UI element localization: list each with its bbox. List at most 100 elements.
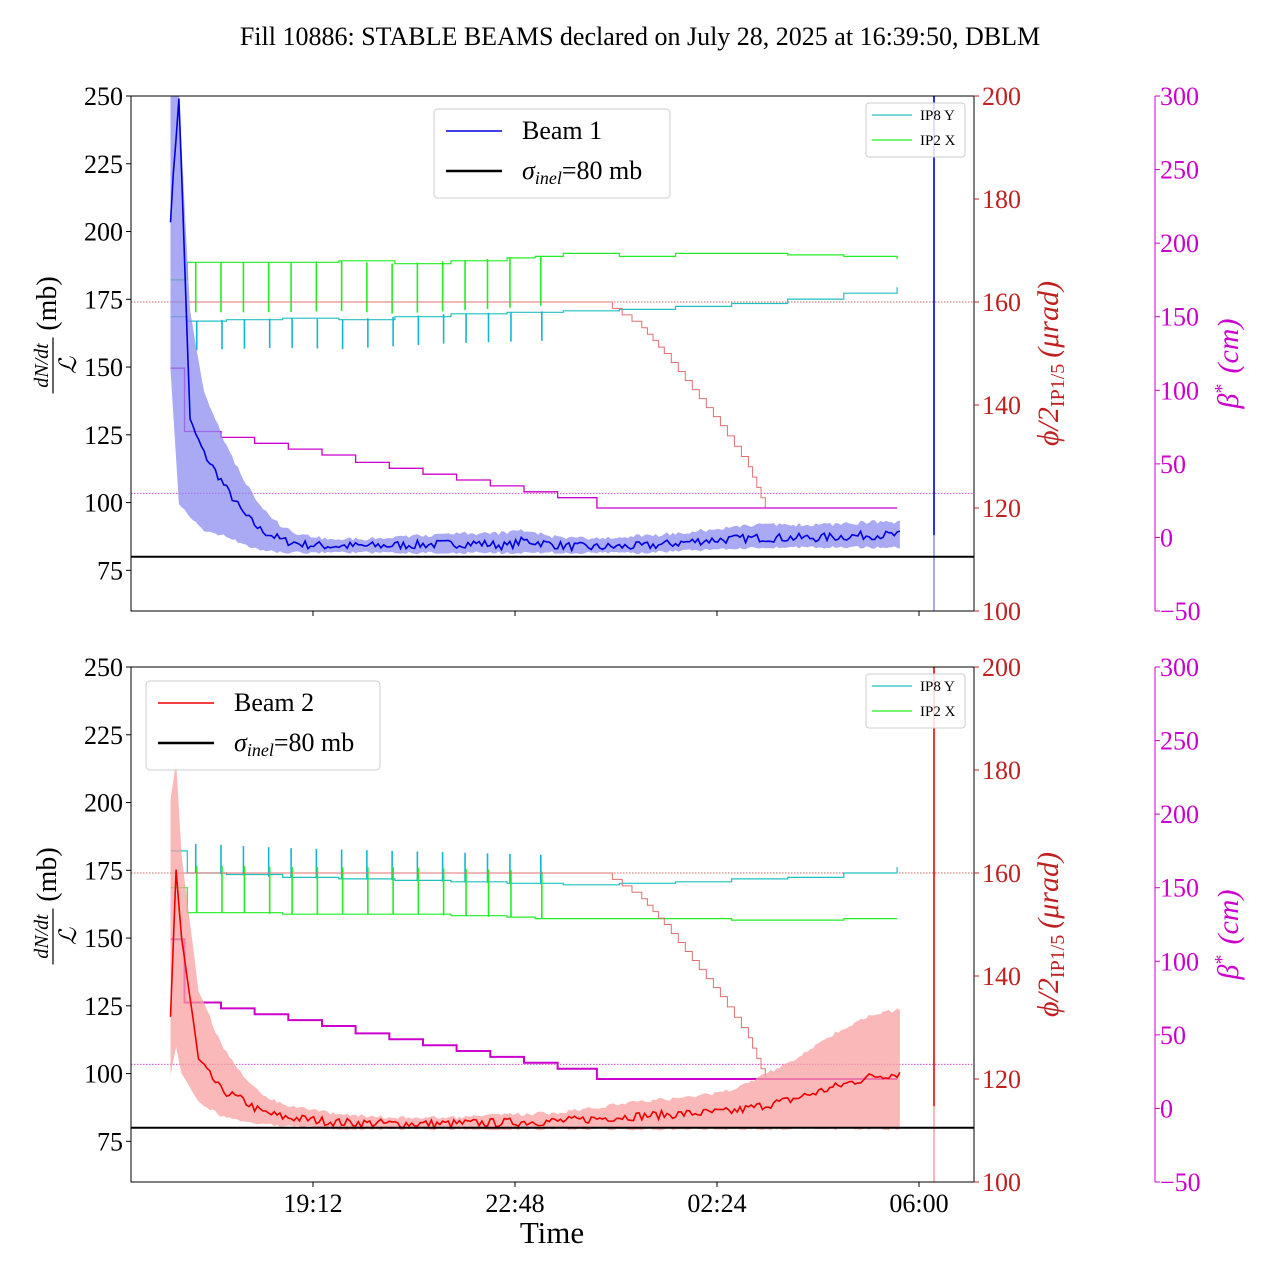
red-tick-label: 100	[982, 597, 1021, 626]
small-legend-box	[865, 102, 966, 158]
magenta-tick-label: −50	[1160, 1168, 1201, 1197]
left-tick-label: 100	[84, 1060, 123, 1089]
ip2x-line	[170, 887, 898, 921]
left-tick-label: 125	[84, 421, 123, 450]
panel-top: 75 100 125 150 175 200 225 250 dN/dt ℒ (mb) 100 120 1…	[31, 82, 1245, 626]
red-tick-label: 100	[982, 1168, 1021, 1197]
magenta-tick-label: 200	[1160, 229, 1199, 258]
legend-beam-label: Beam 2	[234, 688, 314, 717]
magenta-tick-label: 250	[1160, 727, 1199, 756]
left-tick-label: 175	[84, 285, 123, 314]
red-tick-label: 200	[982, 82, 1021, 111]
magenta-tick-label: 0	[1160, 523, 1173, 552]
left-axis-label-unit: (mb)	[32, 847, 63, 901]
magenta-axis-label-sup: *	[1211, 955, 1233, 965]
beta-star-line	[170, 367, 898, 509]
legend-beam-label: Beam 1	[522, 116, 602, 145]
x-tick-label: 19:12	[283, 1189, 342, 1218]
left-axis-label-unit: (mb)	[32, 276, 63, 330]
panel-bottom: 75 100 125 150 175 200 225 250 dN/dt ℒ (mb) 100 120 1…	[31, 653, 1245, 1218]
magenta-axis-label-sup: *	[1211, 384, 1233, 394]
legend-sigma-rest: =80 mb	[274, 728, 354, 757]
beta-star-line	[170, 938, 898, 1080]
legend-ip2x-label: IP2 X	[920, 704, 956, 720]
legend-sigma-main: σ	[234, 728, 248, 757]
x-tick-label: 02:24	[687, 1189, 746, 1218]
left-tick-label: 75	[97, 1127, 123, 1156]
red-tick-label: 180	[982, 756, 1021, 785]
plot-frame	[130, 95, 975, 612]
crossing-angle-line	[170, 301, 898, 509]
ip8y-line	[170, 850, 898, 886]
legend-sigma-label: σinel=80 mb	[234, 728, 354, 760]
red-axis-label-sub: IP1/5	[1047, 935, 1069, 978]
red-axis-label-sub: IP1/5	[1047, 364, 1069, 407]
magenta-tick-label: 150	[1160, 303, 1199, 332]
x-axis-label: Time	[520, 1215, 584, 1250]
red-tick-label: 180	[982, 185, 1021, 214]
plot-area	[131, 96, 974, 611]
magenta-tick-label: 100	[1160, 376, 1199, 405]
left-tick-label: 225	[84, 721, 123, 750]
left-tick-label: 225	[84, 150, 123, 179]
legend-sigma-sub: inel	[247, 740, 274, 760]
red-tick-label: 200	[982, 653, 1021, 682]
red-axis-label-unit: (μrad)	[1032, 281, 1065, 358]
left-tick-label: 250	[84, 653, 123, 682]
left-tick-label: 75	[97, 556, 123, 585]
magenta-axis-label-main: β	[1212, 964, 1245, 980]
left-tick-label: 100	[84, 489, 123, 518]
legend-ip2x-label: IP2 X	[920, 133, 956, 149]
magenta-axis-label-unit: (cm)	[1212, 319, 1245, 374]
red-tick-label: 120	[982, 1065, 1021, 1094]
magenta-axis-label-main: β	[1212, 393, 1245, 409]
crossing-angle-line	[170, 872, 898, 1080]
left-tick-label: 200	[84, 789, 123, 818]
beam-line	[169, 869, 901, 1130]
x-tick-label: 22:48	[485, 1189, 544, 1218]
magenta-tick-label: 50	[1160, 1021, 1186, 1050]
red-tick-label: 120	[982, 494, 1021, 523]
left-axis-label-bottom: ℒ	[56, 356, 82, 374]
beam-line	[169, 98, 901, 553]
red-tick-label: 160	[982, 288, 1021, 317]
red-tick-label: 140	[982, 962, 1021, 991]
red-tick-label: 140	[982, 391, 1021, 420]
left-tick-label: 175	[84, 856, 123, 885]
legend-sigma-sub: inel	[535, 168, 562, 188]
left-axis-label-top: dN/dt	[31, 343, 53, 388]
magenta-tick-label: 300	[1160, 653, 1199, 682]
magenta-tick-label: 0	[1160, 1094, 1173, 1123]
beam-uncertainty-band	[170, 761, 900, 1131]
legend-sigma-rest: =80 mb	[562, 156, 642, 185]
small-legend-box	[865, 673, 966, 729]
x-tick-label: 06:00	[889, 1189, 948, 1218]
magenta-tick-label: 200	[1160, 800, 1199, 829]
red-tick-label: 160	[982, 859, 1021, 888]
beam-uncertainty-band	[170, 96, 900, 555]
red-axis-label: ϕ/2IP1/5 (μrad)	[1032, 281, 1069, 446]
plot-frame	[130, 666, 975, 1183]
left-axis-label-bottom: ℒ	[56, 927, 82, 945]
ip8y-line	[170, 287, 898, 322]
legend-sigma-main: σ	[522, 156, 536, 185]
magenta-tick-label: 250	[1160, 156, 1199, 185]
legend-ip8y-label: IP8 Y	[920, 108, 955, 124]
legend-ip8y-label: IP8 Y	[920, 679, 955, 695]
red-axis-label-unit: (μrad)	[1032, 852, 1065, 929]
magenta-tick-label: 50	[1160, 450, 1186, 479]
red-axis-label-main: ϕ/2	[1032, 978, 1065, 1017]
legend-sigma-label: σinel=80 mb	[522, 156, 642, 188]
left-axis-label-top: dN/dt	[31, 914, 53, 959]
left-tick-label: 200	[84, 218, 123, 247]
magenta-axis-label-unit: (cm)	[1212, 890, 1245, 945]
plot-area	[131, 667, 974, 1182]
magenta-tick-label: 100	[1160, 947, 1199, 976]
magenta-tick-label: −50	[1160, 597, 1201, 626]
left-tick-label: 250	[84, 82, 123, 111]
ip2x-line	[170, 252, 898, 281]
red-axis-label-main: ϕ/2	[1032, 407, 1065, 446]
magenta-tick-label: 300	[1160, 82, 1199, 111]
left-tick-label: 125	[84, 992, 123, 1021]
